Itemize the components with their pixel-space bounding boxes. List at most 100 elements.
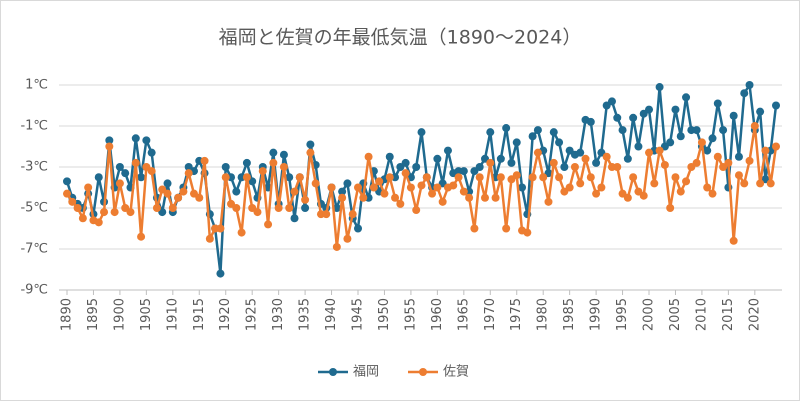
- data-point: [152, 204, 161, 212]
- data-point: [163, 189, 172, 198]
- data-point: [756, 179, 765, 188]
- data-point: [121, 169, 130, 178]
- y-tick-label: -1℃: [20, 119, 48, 134]
- data-point: [322, 210, 331, 219]
- y-tick-label: -5℃: [20, 201, 48, 216]
- data-point: [518, 183, 527, 192]
- data-point: [168, 204, 177, 212]
- data-point: [406, 183, 415, 192]
- x-tick-label: 2005: [668, 298, 683, 331]
- data-point: [131, 134, 140, 143]
- data-point: [279, 150, 288, 159]
- data-point: [264, 220, 273, 229]
- data-point: [385, 173, 394, 182]
- data-point: [692, 126, 701, 135]
- data-point: [354, 224, 363, 233]
- legend-marker: [329, 368, 337, 376]
- y-tick-label: 1℃: [25, 78, 48, 93]
- data-point: [126, 208, 135, 217]
- data-point: [301, 195, 310, 204]
- data-point: [179, 187, 188, 196]
- data-point: [417, 181, 426, 190]
- x-tick-label: 1955: [403, 298, 418, 331]
- data-point: [740, 89, 749, 98]
- data-point: [147, 167, 156, 176]
- data-point: [396, 199, 405, 208]
- data-point: [285, 204, 294, 212]
- x-tick-label: 1890: [60, 298, 75, 331]
- data-point: [576, 148, 585, 157]
- data-point: [100, 208, 109, 217]
- data-point: [433, 154, 442, 163]
- data-point: [422, 173, 431, 182]
- data-point: [745, 81, 754, 89]
- data-point: [184, 169, 193, 178]
- data-point: [666, 138, 675, 147]
- data-point: [470, 224, 479, 233]
- data-point: [285, 173, 294, 182]
- x-tick-label: 2010: [694, 298, 709, 331]
- data-point: [692, 158, 701, 167]
- data-point: [613, 163, 622, 171]
- data-point: [565, 183, 574, 192]
- data-point: [433, 183, 442, 192]
- data-point: [311, 179, 320, 188]
- x-tick-label: 1905: [139, 298, 154, 331]
- x-tick-label: 2020: [747, 298, 762, 331]
- data-point: [269, 158, 278, 167]
- data-point: [502, 224, 511, 233]
- data-point: [232, 187, 241, 196]
- data-point: [745, 156, 754, 165]
- x-tick-label: 1970: [483, 298, 498, 331]
- data-point: [465, 193, 474, 202]
- data-point: [581, 154, 590, 163]
- data-point: [237, 228, 246, 237]
- x-tick-label: 1940: [324, 298, 339, 331]
- data-point: [671, 173, 680, 182]
- data-point: [523, 228, 532, 237]
- data-point: [703, 183, 712, 192]
- data-point: [242, 158, 251, 167]
- data-point: [586, 117, 595, 126]
- legend-label: 佐賀: [443, 365, 469, 380]
- data-point: [713, 152, 722, 161]
- data-point: [459, 167, 468, 176]
- data-point: [734, 171, 743, 180]
- data-point: [295, 173, 304, 182]
- data-point: [195, 193, 204, 202]
- data-point: [539, 173, 548, 182]
- data-point: [734, 152, 743, 161]
- x-tick-label: 1950: [377, 298, 392, 331]
- data-point: [443, 146, 452, 155]
- data-point: [729, 111, 738, 120]
- data-point: [650, 179, 659, 188]
- data-point: [502, 124, 511, 133]
- data-point: [586, 173, 595, 182]
- data-point: [115, 179, 124, 188]
- data-point: [713, 99, 722, 108]
- data-point: [576, 179, 585, 188]
- x-tick-label: 2015: [721, 298, 736, 331]
- data-point: [63, 177, 71, 186]
- x-tick-label: 1985: [562, 298, 577, 331]
- data-point: [528, 173, 537, 182]
- data-point: [772, 142, 780, 151]
- data-point: [486, 128, 495, 137]
- data-point: [401, 158, 410, 167]
- data-point: [216, 269, 225, 278]
- data-point: [549, 158, 558, 167]
- data-point: [645, 105, 654, 114]
- data-point: [555, 138, 564, 147]
- data-point: [412, 206, 421, 215]
- data-point: [375, 177, 384, 186]
- x-tick-label: 2000: [642, 298, 657, 331]
- data-point: [459, 187, 468, 196]
- data-point: [412, 163, 421, 171]
- data-point: [623, 193, 632, 202]
- x-tick-label: 1965: [456, 298, 471, 331]
- data-point: [115, 163, 124, 171]
- data-point: [544, 197, 553, 206]
- data-point: [279, 163, 288, 171]
